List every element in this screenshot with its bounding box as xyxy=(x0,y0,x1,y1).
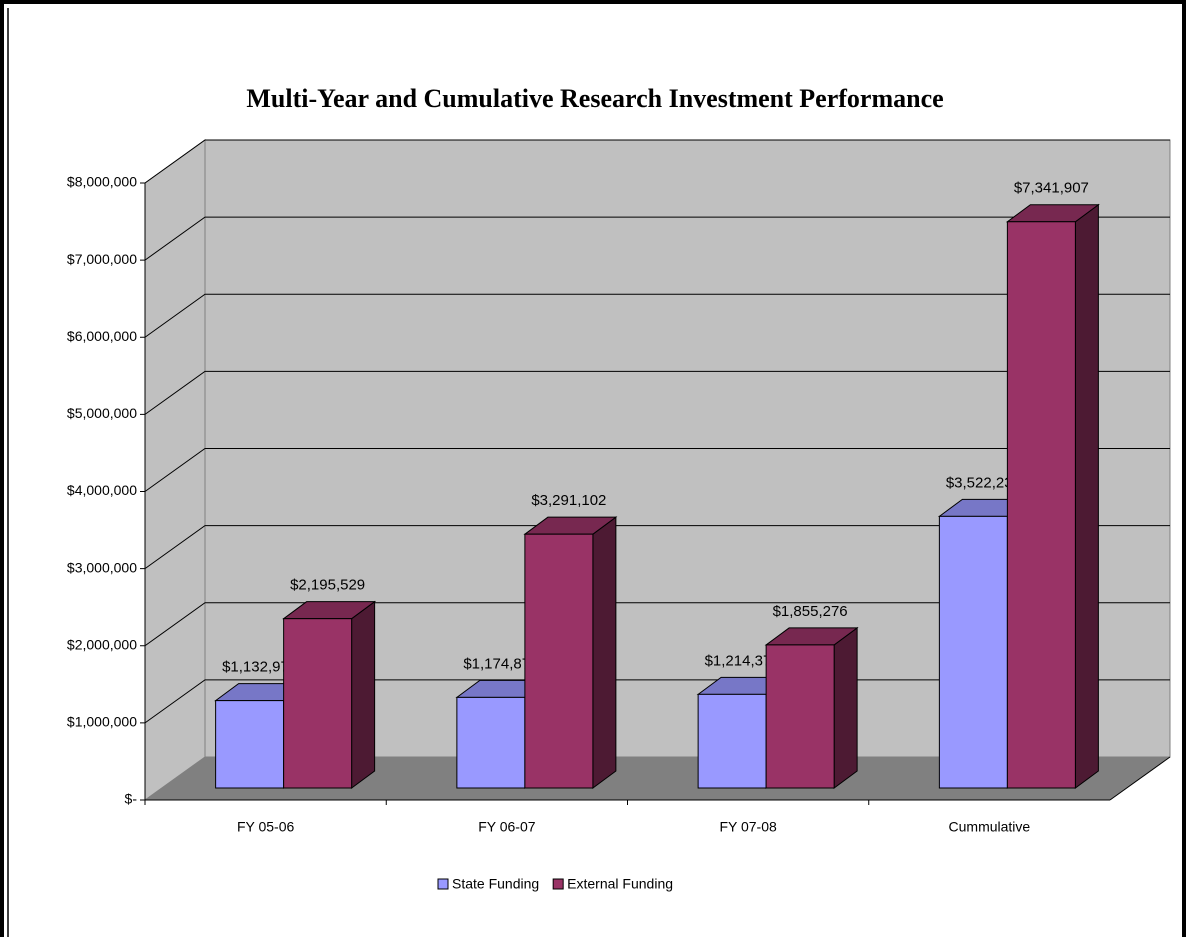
bar-side xyxy=(1074,203,1099,789)
value-label: $1,855,276 xyxy=(773,603,848,620)
value-label: $7,341,907 xyxy=(1014,180,1089,197)
grid-line xyxy=(144,216,1170,261)
value-label: $1,132,978 xyxy=(222,659,297,676)
grid-line xyxy=(144,448,1170,492)
legend-label: External Funding xyxy=(567,876,673,892)
x-tick-label: FY 07-08 xyxy=(719,819,777,835)
y-tick-label: $6,000,000 xyxy=(67,328,137,344)
y-tick-label: $1,000,000 xyxy=(67,714,137,730)
grid-line xyxy=(144,293,1170,338)
x-tick-label: FY 06-07 xyxy=(478,819,536,835)
grid-line xyxy=(144,370,1170,415)
x-tick-label: Cummulative xyxy=(949,819,1031,835)
x-axis-depth xyxy=(1109,756,1171,801)
y-tick-label: $3,000,000 xyxy=(67,559,137,575)
bar xyxy=(283,618,353,789)
value-label: $3,291,102 xyxy=(531,492,606,509)
chart-title: Multi-Year and Cumulative Research Inves… xyxy=(246,84,943,113)
bar xyxy=(765,644,835,789)
legend-swatch xyxy=(437,878,449,890)
bar xyxy=(524,533,594,789)
grid-line xyxy=(144,602,1170,647)
grid-line xyxy=(144,525,1170,570)
y-tick-label: $- xyxy=(125,791,138,807)
value-label: $1,174,878 xyxy=(463,655,538,672)
y-tick-label: $8,000,000 xyxy=(67,174,137,190)
y-tick-label: $7,000,000 xyxy=(67,251,137,267)
legend-label: State Funding xyxy=(452,876,539,892)
bar-side xyxy=(833,626,858,789)
x-tick-label: FY 05-06 xyxy=(237,819,295,835)
bar xyxy=(215,700,285,789)
y-tick-label: $4,000,000 xyxy=(67,482,137,498)
bar-side xyxy=(351,600,376,789)
bar xyxy=(456,696,526,789)
y-tick-label: $2,000,000 xyxy=(67,636,137,652)
floor xyxy=(145,757,1170,800)
bar xyxy=(697,693,767,789)
bar xyxy=(938,515,1008,789)
bar-side xyxy=(592,516,617,789)
value-label: $2,195,529 xyxy=(290,577,365,594)
y-tick-label: $5,000,000 xyxy=(67,405,137,421)
legend-swatch xyxy=(552,878,564,890)
value-label: $1,214,378 xyxy=(705,652,780,669)
bar xyxy=(1006,221,1076,789)
grid-line xyxy=(144,139,1170,184)
value-label: $3,522,234 xyxy=(946,474,1021,491)
